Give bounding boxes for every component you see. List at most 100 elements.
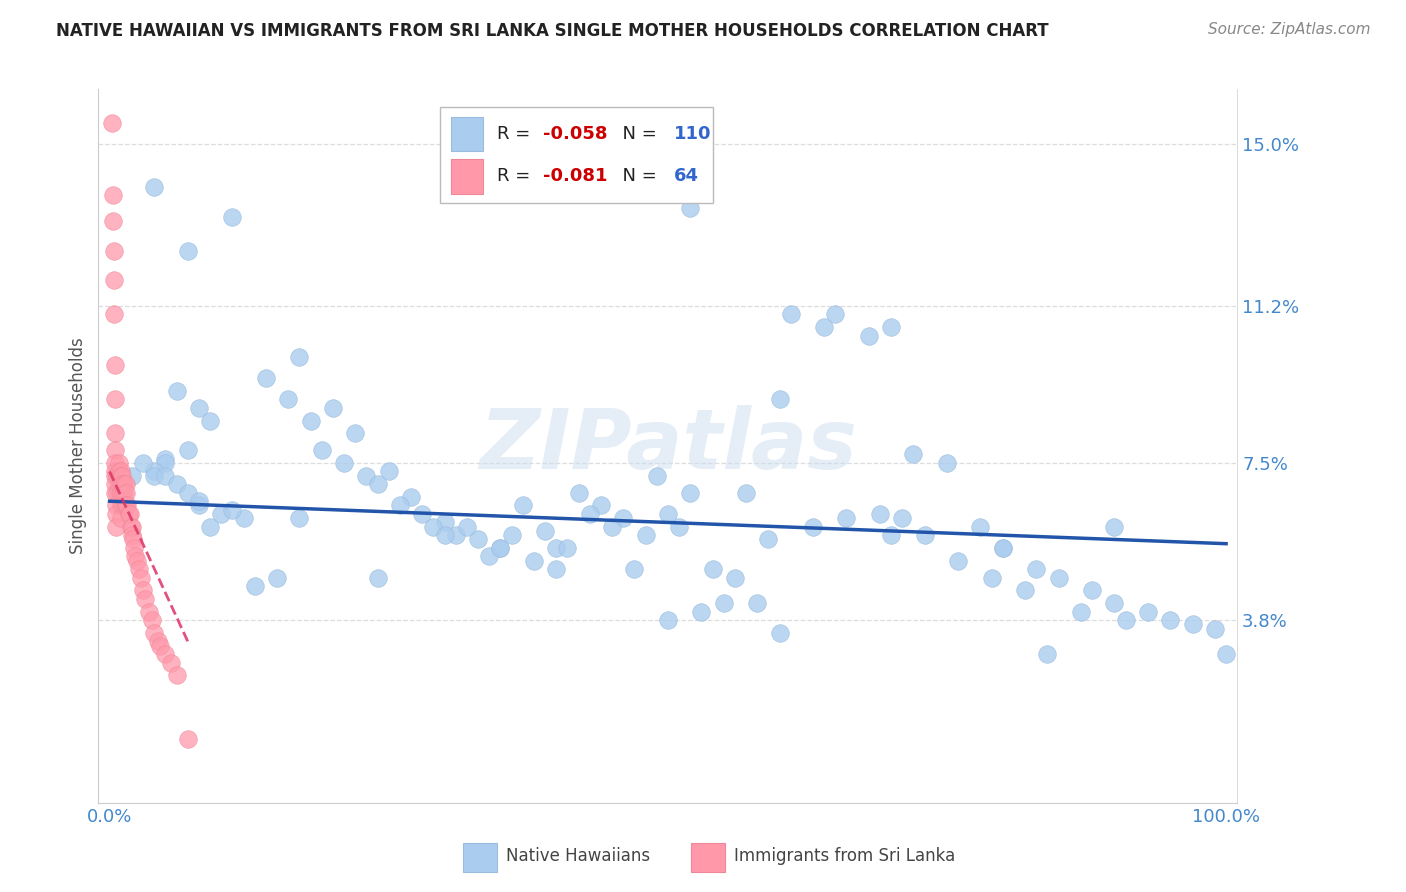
Point: [138, 605, 160, 619]
Point: [254, 371, 277, 385]
Point: [299, 413, 322, 427]
Text: N =: N =: [610, 168, 662, 186]
Point: [534, 524, 557, 538]
Point: [411, 507, 433, 521]
Point: [756, 533, 779, 547]
Text: R =: R =: [498, 168, 536, 186]
Point: [132, 456, 155, 470]
Point: [567, 485, 589, 500]
Point: [903, 448, 925, 462]
Point: [713, 596, 735, 610]
Point: [880, 528, 903, 542]
Point: [936, 456, 959, 470]
Point: [858, 328, 880, 343]
Point: [104, 443, 127, 458]
Point: [801, 519, 824, 533]
Point: [1081, 583, 1104, 598]
Point: [115, 477, 138, 491]
Point: [1115, 613, 1137, 627]
Point: [612, 511, 634, 525]
Point: [122, 541, 145, 555]
Point: [104, 477, 127, 491]
Point: [388, 499, 411, 513]
Point: [724, 571, 747, 585]
Point: [105, 499, 128, 513]
Point: [118, 507, 141, 521]
Point: [155, 647, 177, 661]
Point: [117, 499, 139, 513]
Point: [166, 668, 188, 682]
Point: [367, 571, 389, 585]
Point: [546, 562, 568, 576]
Point: [112, 477, 135, 491]
Point: [121, 468, 143, 483]
Point: [103, 244, 125, 258]
Point: [155, 468, 177, 483]
Point: [813, 320, 835, 334]
Point: [104, 468, 127, 483]
Point: [991, 541, 1014, 555]
Point: [155, 451, 177, 466]
Point: [104, 456, 127, 470]
Text: 64: 64: [673, 168, 699, 186]
Point: [143, 468, 166, 483]
Point: [1104, 596, 1126, 610]
Point: [277, 392, 299, 407]
Point: [103, 307, 125, 321]
Point: [768, 392, 790, 407]
Point: [322, 401, 344, 415]
Point: [467, 533, 489, 547]
Point: [1036, 647, 1059, 661]
FancyBboxPatch shape: [451, 117, 484, 151]
Point: [657, 507, 679, 521]
FancyBboxPatch shape: [440, 107, 713, 203]
Text: N =: N =: [610, 125, 662, 143]
Point: [735, 485, 758, 500]
Point: [134, 591, 156, 606]
Point: [946, 554, 969, 568]
Point: [107, 456, 129, 470]
Point: [456, 519, 478, 533]
Point: [187, 401, 209, 415]
Point: [111, 468, 134, 483]
Point: [422, 519, 444, 533]
Text: Source: ZipAtlas.com: Source: ZipAtlas.com: [1208, 22, 1371, 37]
Point: [969, 519, 991, 533]
Point: [489, 541, 512, 555]
Point: [679, 485, 702, 500]
Text: NATIVE HAWAIIAN VS IMMIGRANTS FROM SRI LANKA SINGLE MOTHER HOUSEHOLDS CORRELATIO: NATIVE HAWAIIAN VS IMMIGRANTS FROM SRI L…: [56, 22, 1049, 40]
Point: [991, 541, 1014, 555]
Point: [105, 507, 128, 521]
Point: [546, 541, 568, 555]
Point: [623, 562, 645, 576]
Point: [121, 528, 143, 542]
Point: [104, 359, 127, 373]
Point: [143, 180, 166, 194]
Point: [198, 519, 221, 533]
Point: [141, 613, 163, 627]
Point: [107, 468, 129, 483]
Point: [232, 511, 254, 525]
Point: [160, 656, 183, 670]
Point: [914, 528, 936, 542]
Point: [101, 188, 124, 202]
Text: 110: 110: [673, 125, 711, 143]
Point: [115, 499, 138, 513]
Point: [177, 485, 200, 500]
Point: [187, 499, 209, 513]
Y-axis label: Single Mother Households: Single Mother Households: [69, 338, 87, 554]
Point: [1136, 605, 1159, 619]
Point: [679, 201, 702, 215]
Point: [288, 350, 311, 364]
Point: [103, 273, 125, 287]
Point: [1047, 571, 1070, 585]
Point: [1014, 583, 1036, 598]
Point: [111, 499, 134, 513]
Point: [112, 485, 135, 500]
Point: [177, 244, 200, 258]
Point: [121, 519, 143, 533]
Point: [146, 634, 169, 648]
Point: [104, 465, 127, 479]
Point: [747, 596, 769, 610]
Point: [489, 541, 512, 555]
